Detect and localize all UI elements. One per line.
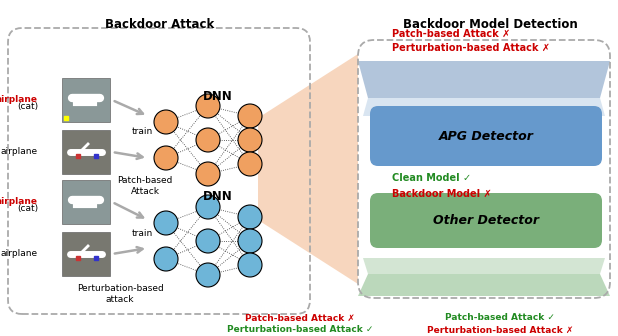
- Polygon shape: [363, 258, 605, 274]
- Text: Patch-based Attack ✗: Patch-based Attack ✗: [245, 313, 355, 323]
- Text: Perturbation-based Attack ✓: Perturbation-based Attack ✓: [227, 326, 373, 335]
- FancyBboxPatch shape: [62, 130, 110, 174]
- Circle shape: [238, 205, 262, 229]
- Polygon shape: [258, 54, 358, 284]
- Circle shape: [196, 229, 220, 253]
- Text: Patch-based
Attack: Patch-based Attack: [117, 176, 172, 196]
- Circle shape: [154, 146, 178, 170]
- Text: (cat): (cat): [17, 204, 38, 212]
- Text: Backdoor Model ✗: Backdoor Model ✗: [392, 189, 492, 199]
- Text: Patch-based Attack ✗: Patch-based Attack ✗: [392, 29, 510, 39]
- Text: Perturbation-based Attack ✗: Perturbation-based Attack ✗: [392, 43, 550, 53]
- Text: (cat): (cat): [17, 101, 38, 111]
- FancyBboxPatch shape: [62, 78, 110, 122]
- Circle shape: [238, 128, 262, 152]
- Circle shape: [238, 229, 262, 253]
- Circle shape: [154, 211, 178, 235]
- Text: Backdoor Model Detection: Backdoor Model Detection: [402, 18, 577, 31]
- Circle shape: [154, 110, 178, 134]
- Circle shape: [196, 195, 220, 219]
- Text: airplane: airplane: [1, 148, 38, 157]
- Text: train: train: [132, 126, 153, 135]
- Circle shape: [196, 263, 220, 287]
- Text: DNN: DNN: [203, 89, 233, 102]
- Circle shape: [238, 104, 262, 128]
- Circle shape: [154, 247, 178, 271]
- Text: airplane: airplane: [0, 95, 38, 104]
- Polygon shape: [358, 274, 610, 296]
- Text: Other Detector: Other Detector: [433, 214, 539, 227]
- FancyBboxPatch shape: [62, 232, 110, 276]
- Circle shape: [196, 162, 220, 186]
- Polygon shape: [363, 98, 605, 116]
- FancyBboxPatch shape: [370, 193, 602, 248]
- Text: Perturbation-based Attack ✗: Perturbation-based Attack ✗: [427, 326, 573, 335]
- FancyBboxPatch shape: [370, 106, 602, 166]
- Text: Perturbation-based
attack: Perturbation-based attack: [77, 284, 163, 304]
- Circle shape: [238, 253, 262, 277]
- Polygon shape: [358, 61, 610, 98]
- Circle shape: [238, 152, 262, 176]
- Circle shape: [196, 128, 220, 152]
- FancyBboxPatch shape: [62, 180, 110, 224]
- Text: airplane: airplane: [1, 250, 38, 258]
- Text: Backdoor Attack: Backdoor Attack: [106, 18, 214, 31]
- Text: APG Detector: APG Detector: [439, 129, 533, 142]
- Text: Clean Model ✓: Clean Model ✓: [392, 173, 471, 183]
- Text: train: train: [132, 229, 153, 239]
- Text: DNN: DNN: [203, 190, 233, 203]
- Circle shape: [196, 94, 220, 118]
- Text: Patch-based Attack ✓: Patch-based Attack ✓: [445, 313, 555, 323]
- Text: airplane: airplane: [0, 198, 38, 207]
